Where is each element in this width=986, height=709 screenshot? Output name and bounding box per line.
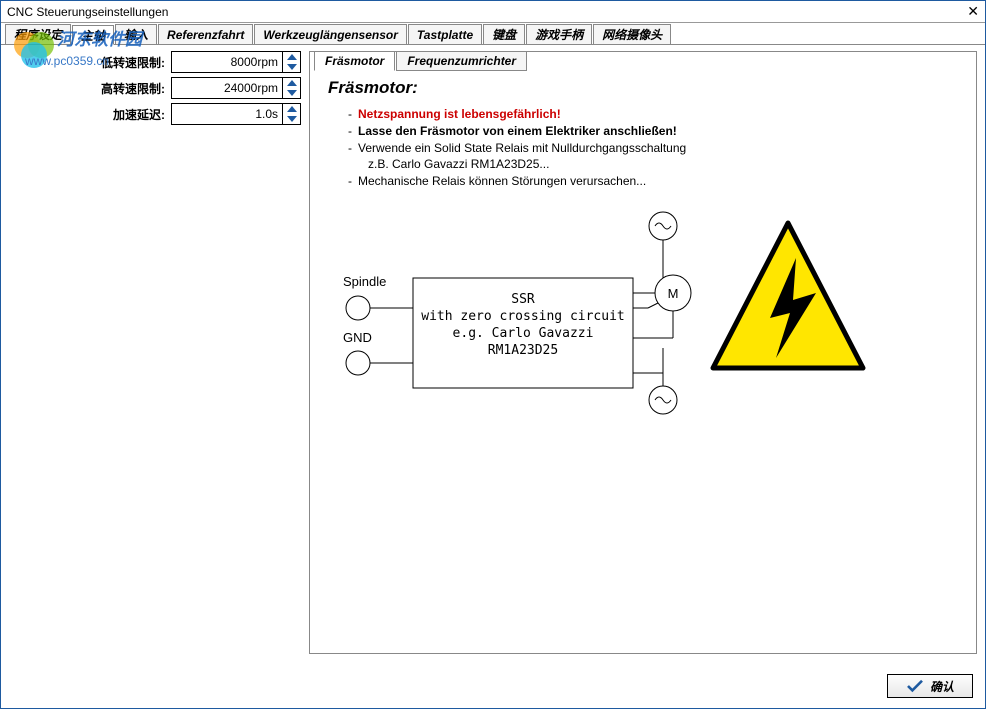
left-column: 低转速限制: 高转速限制: 加速延迟: xyxy=(9,51,309,654)
svg-text:with zero crossing circuit: with zero crossing circuit xyxy=(421,309,625,324)
spin-down-icon[interactable] xyxy=(283,62,300,72)
spin-up-icon[interactable] xyxy=(283,78,300,88)
spinner-accel-delay xyxy=(171,103,301,125)
spin-down-icon[interactable] xyxy=(283,88,300,98)
warning-list: -Netzspannung ist lebensgefährlich! -Las… xyxy=(348,106,958,190)
tab-referenzfahrt[interactable]: Referenzfahrt xyxy=(158,24,253,44)
input-accel-delay[interactable] xyxy=(172,104,282,124)
warn-line-3: Verwende ein Solid State Relais mit Null… xyxy=(358,140,686,157)
row-low-limit: 低转速限制: xyxy=(9,51,301,73)
row-high-limit: 高转速限制: xyxy=(9,77,301,99)
svg-text:GND: GND xyxy=(343,330,372,345)
tab-spindle[interactable]: 主轴 xyxy=(72,25,114,45)
svg-text:Spindle: Spindle xyxy=(343,274,386,289)
main-tabs: 程序设定 主轴 输入 Referenzfahrt Werkzeuglängens… xyxy=(1,23,985,45)
panel-inner: Fräsmotor: -Netzspannung ist lebensgefäh… xyxy=(310,52,976,436)
tab-werkzeuglangensensor[interactable]: Werkzeuglängensensor xyxy=(254,24,406,44)
titlebar: CNC Steuerungseinstellungen ✕ xyxy=(1,1,985,23)
tab-input[interactable]: 输入 xyxy=(115,24,157,44)
spinner-high-limit xyxy=(171,77,301,99)
label-accel-delay: 加速延迟: xyxy=(113,106,165,123)
panel-heading: Fräsmotor: xyxy=(328,78,958,98)
content-area: 低转速限制: 高转速限制: 加速延迟: xyxy=(1,45,985,660)
tab-program[interactable]: 程序设定 xyxy=(5,24,71,44)
circuit-diagram: SSR with zero crossing circuit e.g. Carl… xyxy=(328,208,958,426)
svg-text:SSR: SSR xyxy=(511,292,535,307)
spin-up-icon[interactable] xyxy=(283,104,300,114)
tab-webcam[interactable]: 网络摄像头 xyxy=(593,24,671,44)
window-title: CNC Steuerungseinstellungen xyxy=(7,5,168,19)
sub-tabs: Fräsmotor Frequenzumrichter xyxy=(314,51,528,71)
ok-button-label: 确认 xyxy=(930,678,954,695)
svg-text:RM1A23D25: RM1A23D25 xyxy=(488,343,558,358)
spinner-low-limit xyxy=(171,51,301,73)
input-high-limit[interactable] xyxy=(172,78,282,98)
row-accel-delay: 加速延迟: xyxy=(9,103,301,125)
warn-line-4: Mechanische Relais können Störungen veru… xyxy=(358,173,646,190)
right-panel: Fräsmotor Frequenzumrichter Fräsmotor: -… xyxy=(309,51,977,654)
tab-gamepad[interactable]: 游戏手柄 xyxy=(526,24,592,44)
svg-text:e.g. Carlo Gavazzi: e.g. Carlo Gavazzi xyxy=(453,326,594,341)
ok-button[interactable]: 确认 xyxy=(887,674,973,698)
spin-up-icon[interactable] xyxy=(283,52,300,62)
warn-line-3b: z.B. Carlo Gavazzi RM1A23D25... xyxy=(368,156,549,173)
subtab-frasmotor[interactable]: Fräsmotor xyxy=(314,51,395,71)
label-high-limit: 高转速限制: xyxy=(101,80,165,97)
spin-down-icon[interactable] xyxy=(283,114,300,124)
tab-keyboard[interactable]: 键盘 xyxy=(483,24,525,44)
input-low-limit[interactable] xyxy=(172,52,282,72)
hazard-icon xyxy=(713,223,863,368)
subtab-frequenzumrichter[interactable]: Frequenzumrichter xyxy=(396,51,527,71)
tab-tastplatte[interactable]: Tastplatte xyxy=(408,24,482,44)
svg-text:M: M xyxy=(668,286,679,301)
label-low-limit: 低转速限制: xyxy=(101,54,165,71)
warn-line-1: Netzspannung ist lebensgefährlich! xyxy=(358,106,561,123)
close-icon[interactable]: ✕ xyxy=(967,3,979,20)
warn-line-2: Lasse den Fräsmotor von einem Elektriker… xyxy=(358,123,677,140)
check-icon xyxy=(906,679,924,693)
